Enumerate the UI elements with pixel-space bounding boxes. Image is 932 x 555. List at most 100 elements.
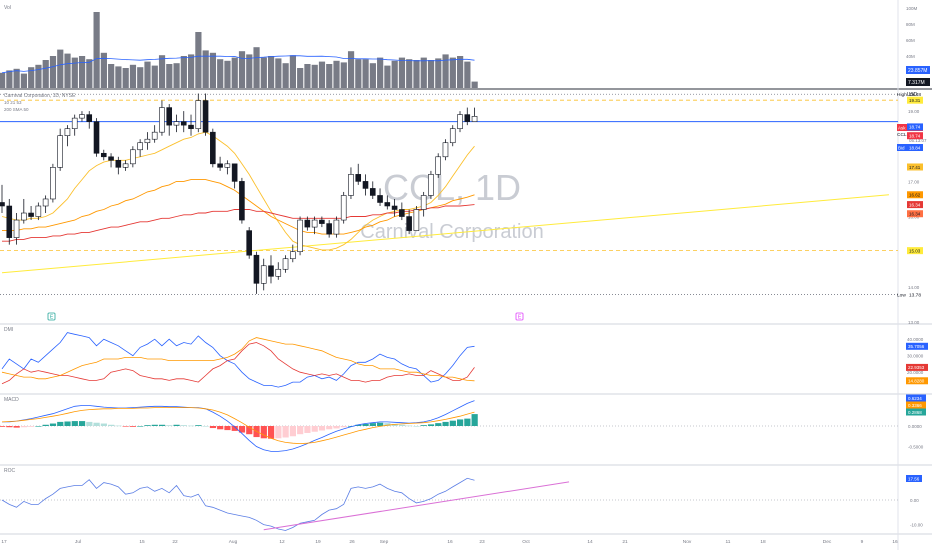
volume-bar xyxy=(188,54,195,88)
volume-bar xyxy=(0,72,6,88)
earnings-marker-box xyxy=(47,312,56,321)
candle xyxy=(115,156,122,175)
event-marker[interactable]: E xyxy=(515,312,524,321)
low-label: Low xyxy=(897,293,906,299)
candle-body-up xyxy=(71,117,78,129)
dmi-line-+DI xyxy=(1,332,475,388)
volume-axis-tick: 80M xyxy=(906,22,915,27)
dmi-line--DI xyxy=(1,342,475,385)
candle-body-up xyxy=(442,142,449,158)
candle xyxy=(406,209,412,235)
candle-body-up xyxy=(428,174,434,196)
candle-body-down xyxy=(362,181,369,189)
volume-bar xyxy=(49,56,57,88)
candle-body-up xyxy=(413,209,420,231)
candle-body-down xyxy=(355,174,362,182)
macd-line-Signal xyxy=(1,407,475,445)
roc-trendline xyxy=(263,481,570,531)
macd-histogram-bar xyxy=(471,414,478,426)
candle xyxy=(137,139,143,157)
dmi-tag-bg xyxy=(906,377,928,385)
earnings-marker[interactable]: E xyxy=(47,312,56,321)
volume-bar xyxy=(289,55,296,88)
volume-tag: 7.317M xyxy=(906,78,930,86)
macd-histogram-bar xyxy=(86,421,93,426)
earnings-marker-label: E xyxy=(50,315,54,321)
volume-bar xyxy=(6,70,13,88)
event-marker-label: E xyxy=(518,315,522,321)
volume-bar xyxy=(333,60,340,88)
macd-histogram-bar xyxy=(158,424,166,426)
candle-body-down xyxy=(231,163,238,182)
candle-body-up xyxy=(449,128,456,144)
candle xyxy=(42,195,49,214)
candle xyxy=(413,206,420,231)
candle-body-down xyxy=(239,181,245,221)
candle-body-down xyxy=(369,188,376,196)
candle-body-down xyxy=(217,163,223,168)
candle xyxy=(369,181,376,199)
dmi-axis-tick: 30.0000 xyxy=(907,354,924,359)
roc-tag: 17.56 xyxy=(906,475,922,482)
candle xyxy=(231,163,238,189)
candle-body-up xyxy=(122,163,129,168)
candle-body-up xyxy=(137,142,143,151)
candle-body-down xyxy=(304,219,311,228)
time-axis-tick: 17 xyxy=(1,539,7,545)
dmi-tag-value: 14.8280 xyxy=(908,379,925,384)
candle xyxy=(195,93,202,133)
volume-bar xyxy=(20,73,28,88)
macd-histogram-bar xyxy=(369,423,376,426)
candle-body-down xyxy=(0,202,5,207)
volume-ma-tag-bg xyxy=(906,66,930,74)
macd-tag-value: 0.2868 xyxy=(908,410,922,415)
volume-bar xyxy=(173,63,180,88)
candle-body-up xyxy=(57,135,63,168)
volume-bar xyxy=(238,51,246,88)
time-axis-tick: Sep xyxy=(380,539,389,545)
macd-histogram-bar xyxy=(238,426,246,433)
event-marker-box xyxy=(515,312,524,321)
time-axis-tick: 26 xyxy=(349,539,355,545)
macd-histogram-bar xyxy=(115,425,122,427)
volume-bar xyxy=(180,56,187,88)
price-tag-bg xyxy=(907,96,923,104)
candle-body-down xyxy=(115,160,122,168)
candle-body-up xyxy=(130,149,136,165)
macd-histogram-bar xyxy=(275,426,282,439)
macd-tag-bg xyxy=(906,408,926,416)
time-axis-tick: Aug xyxy=(229,539,238,545)
candle xyxy=(275,262,282,280)
price-tag: 15.03 xyxy=(907,247,923,255)
roc-line xyxy=(1,477,475,531)
macd-histogram-bar xyxy=(100,423,107,426)
macd-tag-bg xyxy=(906,394,926,402)
candle-body-up xyxy=(42,198,49,207)
volume-bar xyxy=(311,64,318,88)
candle-body-down xyxy=(391,205,398,210)
volume-bar xyxy=(108,64,115,88)
volume-bar xyxy=(304,64,311,88)
candle xyxy=(159,100,165,136)
candle xyxy=(180,111,187,133)
candle xyxy=(202,93,209,136)
ccl-countdown: 05:13:07 xyxy=(909,138,927,143)
candle xyxy=(435,153,442,178)
dmi-pane-title: DMI xyxy=(4,327,13,333)
candle-body-up xyxy=(64,128,71,136)
candle xyxy=(108,153,114,168)
candle-body-down xyxy=(93,121,100,154)
candle xyxy=(217,156,223,171)
price-tag: 16.34 xyxy=(907,210,923,218)
time-axis-tick: 15 xyxy=(139,539,145,545)
volume-bar xyxy=(377,57,384,88)
candle xyxy=(333,216,340,238)
ccl-label: CCL xyxy=(897,132,907,138)
volume-ma-line xyxy=(1,55,475,74)
macd-histogram-bar xyxy=(362,423,369,426)
macd-histogram-bar xyxy=(435,423,442,426)
volume-bar xyxy=(129,64,137,88)
dmi-tag-bg xyxy=(906,342,928,350)
roc-tag-bg xyxy=(906,475,922,482)
